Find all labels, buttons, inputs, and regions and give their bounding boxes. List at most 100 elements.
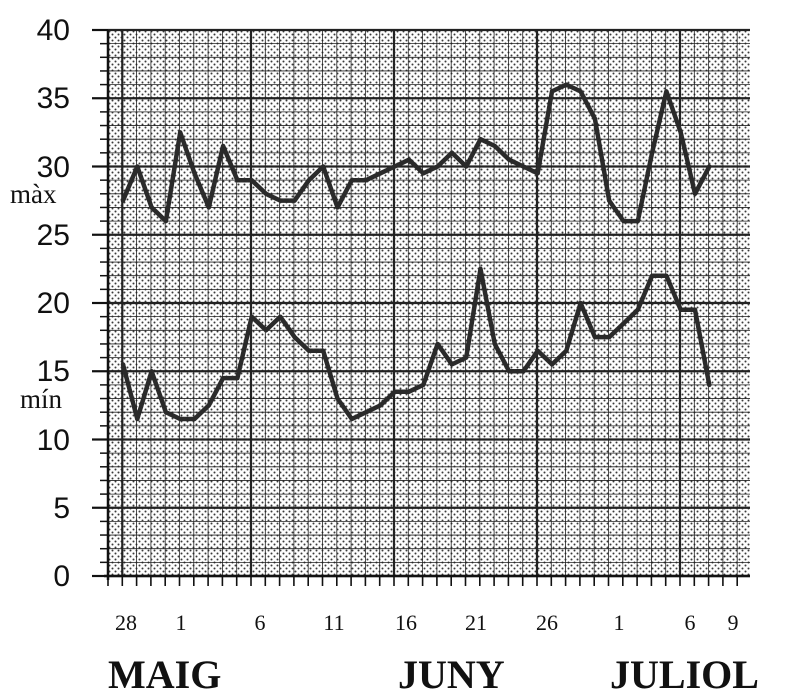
month-label-juliol: JULIOL xyxy=(610,652,759,695)
data-point xyxy=(635,219,640,224)
y-tick-label: 25 xyxy=(37,219,70,252)
data-point xyxy=(364,410,369,415)
data-point xyxy=(206,205,211,210)
data-point xyxy=(550,89,554,94)
data-point xyxy=(121,362,125,367)
data-point xyxy=(664,89,669,94)
data-point xyxy=(235,376,240,381)
month-label-juny: JUNY xyxy=(398,652,505,695)
data-point xyxy=(464,355,469,360)
data-point xyxy=(364,178,369,183)
data-point xyxy=(407,389,411,394)
data-point xyxy=(650,150,655,155)
data-point xyxy=(707,382,712,387)
data-point xyxy=(378,403,383,408)
data-point xyxy=(621,321,626,326)
month-label-maig: MAIG xyxy=(108,652,221,695)
data-point xyxy=(335,205,340,210)
data-point xyxy=(492,342,497,346)
x-tick-label: 28 xyxy=(115,610,137,635)
data-point xyxy=(449,150,454,155)
data-point xyxy=(278,314,283,319)
data-point xyxy=(249,178,254,183)
data-point xyxy=(407,157,411,162)
data-point xyxy=(206,403,211,408)
data-point xyxy=(635,307,640,312)
x-tick-label: 11 xyxy=(323,610,344,635)
data-point xyxy=(392,389,397,394)
data-point xyxy=(178,417,183,421)
data-point xyxy=(192,417,197,421)
grid xyxy=(107,28,750,578)
data-point xyxy=(492,144,497,148)
data-point xyxy=(564,82,569,87)
x-tick-label: 26 xyxy=(536,610,558,635)
data-point xyxy=(707,164,712,169)
data-point xyxy=(278,198,283,203)
y-tick-labels: 0 5 10 15 20 25 30 35 40 xyxy=(37,14,70,593)
x-tick-label: 6 xyxy=(685,610,696,635)
series-line-0 xyxy=(120,82,712,224)
x-tick-label: 1 xyxy=(614,610,625,635)
data-point xyxy=(535,171,540,176)
y-tick-label: 15 xyxy=(37,355,70,388)
axes xyxy=(92,28,750,586)
x-tick-labels: 28 1 6 11 16 21 26 1 6 9 xyxy=(115,610,739,635)
data-point xyxy=(449,362,454,367)
data-point xyxy=(163,219,168,224)
data-point xyxy=(478,266,483,271)
data-point xyxy=(349,178,354,183)
data-point xyxy=(592,116,597,121)
data-point xyxy=(435,164,440,169)
y-tick-label: 5 xyxy=(53,492,70,525)
series-line-1 xyxy=(120,266,712,422)
data-point xyxy=(693,191,697,196)
x-tick-label: 21 xyxy=(465,610,487,635)
data-point xyxy=(378,171,383,176)
data-point xyxy=(335,396,340,401)
data-point xyxy=(421,171,426,176)
data-point xyxy=(349,417,354,421)
data-point xyxy=(507,157,512,162)
data-point xyxy=(478,137,483,142)
y-tick-label: 40 xyxy=(37,14,70,47)
data-point xyxy=(564,348,569,353)
data-point xyxy=(392,164,397,169)
data-point xyxy=(321,348,326,353)
series-lines xyxy=(120,82,712,422)
data-point xyxy=(321,164,326,169)
data-point xyxy=(421,382,426,387)
y-tick-label: 10 xyxy=(37,424,70,457)
data-point xyxy=(178,130,183,135)
data-point xyxy=(163,410,168,415)
data-point xyxy=(507,369,512,374)
series-label-min: mín xyxy=(20,384,63,414)
data-point xyxy=(221,144,226,148)
y-tick-label: 30 xyxy=(37,151,70,184)
data-point xyxy=(221,376,226,381)
data-point xyxy=(264,328,268,333)
data-point xyxy=(149,205,154,210)
data-point xyxy=(650,273,655,278)
data-point xyxy=(621,219,626,224)
data-point xyxy=(678,307,683,312)
data-point xyxy=(135,417,140,421)
data-point xyxy=(607,198,612,203)
data-point xyxy=(550,362,554,367)
data-point xyxy=(135,164,140,169)
y-tick-label: 20 xyxy=(37,287,70,320)
data-point xyxy=(464,164,469,169)
data-point xyxy=(264,191,268,196)
data-point xyxy=(521,164,526,169)
data-point xyxy=(535,348,540,353)
y-tick-label: 35 xyxy=(37,82,70,115)
x-tick-label: 16 xyxy=(395,610,417,635)
data-point xyxy=(693,307,697,312)
data-point xyxy=(678,130,683,135)
x-tick-label: 9 xyxy=(728,610,739,635)
data-point xyxy=(121,198,125,203)
data-point xyxy=(578,301,583,305)
series-label-max: màx xyxy=(10,179,57,209)
data-point xyxy=(664,273,669,278)
